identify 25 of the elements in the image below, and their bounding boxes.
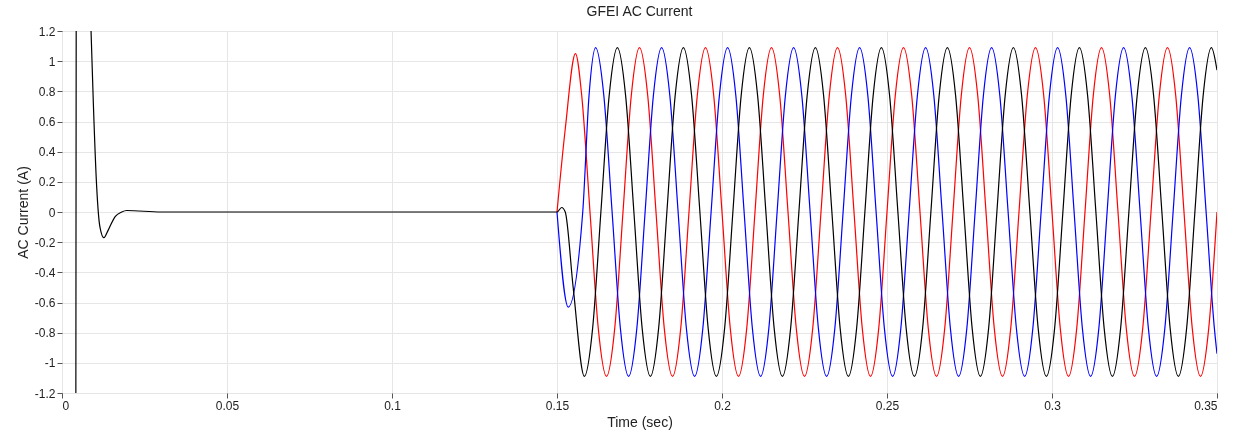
y-tick-label: -0.2 — [34, 235, 56, 250]
x-tick-label: 0.2 — [714, 398, 732, 413]
x-tick-label: 0.15 — [545, 398, 570, 413]
y-tick-label: -1.2 — [34, 386, 56, 401]
x-axis-title: Time (sec) — [607, 413, 673, 430]
y-tick-label: 1.2 — [38, 24, 56, 39]
x-tick-label: 0.35 — [1194, 398, 1218, 413]
x-tick-label: 0.1 — [384, 398, 402, 413]
y-tick-label: -0.8 — [34, 326, 56, 341]
y-tick-label: 0.8 — [38, 84, 56, 99]
y-tick-label: -1 — [44, 356, 56, 371]
y-tick-label: -0.6 — [34, 296, 56, 310]
y-tick-label: 0 — [48, 205, 56, 220]
y-tick-label: 0.2 — [38, 175, 56, 190]
y-axis-title: AC Current (A) — [14, 166, 31, 259]
y-tick-label: -0.4 — [34, 265, 56, 280]
line-series — [556, 46, 1217, 378]
x-tick-label: 0.3 — [1044, 398, 1062, 413]
y-tick-label: 1 — [48, 54, 56, 69]
y-tick-label: 0.6 — [38, 115, 56, 129]
x-tick-label: 0 — [62, 398, 70, 413]
x-tick-label: 0.05 — [215, 398, 240, 413]
chart-title: GFEI AC Current — [586, 3, 693, 19]
x-tick-label: 0.25 — [875, 398, 900, 413]
y-tick-label: 0.4 — [38, 145, 56, 160]
